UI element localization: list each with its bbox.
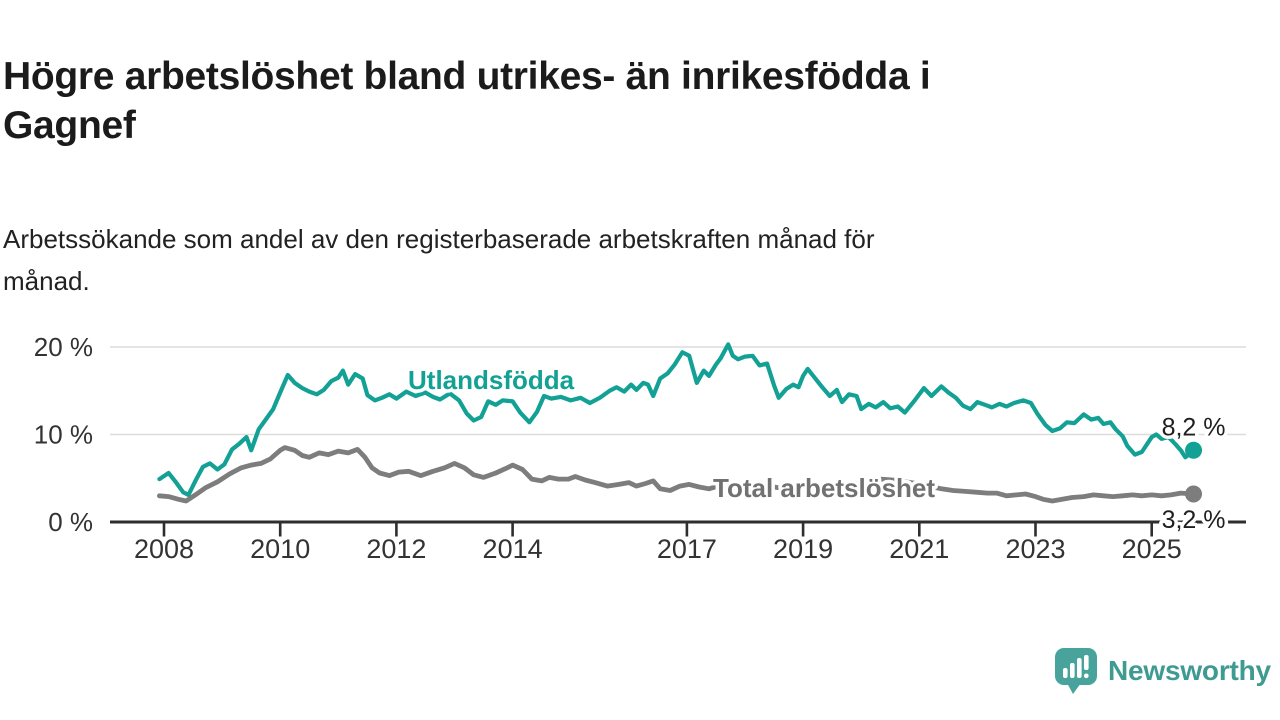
- series-end-dot-total-arbetsloshet: [1185, 485, 1203, 503]
- newsworthy-logo: Newsworthy: [1054, 647, 1271, 695]
- chart-title-line: Högre arbetslöshet bland utrikes- än inr…: [3, 55, 931, 99]
- end-value-label-utlandsfodda: 8,2 %: [1162, 413, 1226, 441]
- newsworthy-speech-bubble-chart-icon: [1055, 648, 1097, 694]
- x-axis-label-2023: 2023: [1005, 534, 1065, 564]
- chart-subtitle-line: månad.: [3, 266, 90, 296]
- chart-subtitle: Arbetssökande som andel av den registerb…: [3, 218, 1223, 302]
- y-axis-label-10: 10 %: [34, 420, 93, 450]
- x-axis-label-2017: 2017: [657, 534, 717, 564]
- series-end-dot-utlandsfodda: [1185, 441, 1203, 459]
- x-axis-label-2014: 2014: [483, 534, 543, 564]
- x-axis-label-2012: 2012: [366, 534, 426, 564]
- newsworthy-wordmark: Newsworthy: [1108, 655, 1271, 686]
- chart-title-line: Gagnef: [3, 104, 136, 148]
- series-line-total-arbetsloshet: [156, 445, 1196, 504]
- x-axis-label-2021: 2021: [889, 534, 949, 564]
- chart-subtitle-line: Arbetssökande som andel av den registerb…: [3, 224, 875, 254]
- unemployment-line-chart: 0 % 10 % 20 % 2008 2010 2012 2014 2017 2019 2021 2…: [34, 332, 1246, 564]
- series-line-utlandsfodda: [157, 342, 1196, 497]
- series-label-total-arbetsloshet: Total arbetslöshet: [713, 473, 935, 503]
- x-axis-label-2008: 2008: [134, 534, 194, 564]
- x-axis-label-2019: 2019: [773, 534, 833, 564]
- series-label-utlandsfodda: Utlandsfödda: [408, 365, 575, 395]
- end-value-label-total-arbetsloshet: 3,2 %: [1162, 506, 1226, 534]
- x-axis-label-2025: 2025: [1122, 534, 1182, 564]
- y-axis-label-0: 0 %: [48, 507, 93, 537]
- y-axis-label-20: 20 %: [34, 332, 93, 362]
- chart-title: Högre arbetslöshet bland utrikes- än inr…: [3, 52, 1203, 150]
- x-axis-label-2010: 2010: [250, 534, 310, 564]
